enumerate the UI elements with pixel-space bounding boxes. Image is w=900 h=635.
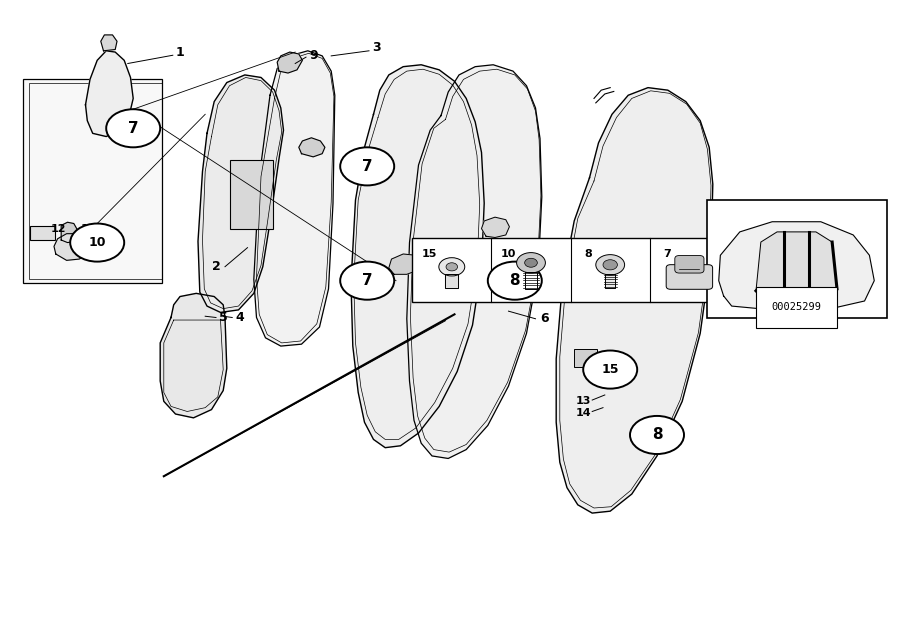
- Polygon shape: [446, 274, 458, 288]
- Polygon shape: [407, 65, 542, 458]
- Text: 5: 5: [219, 311, 228, 324]
- Polygon shape: [605, 274, 616, 288]
- Polygon shape: [54, 234, 90, 260]
- Circle shape: [488, 262, 542, 300]
- Circle shape: [70, 224, 124, 262]
- Polygon shape: [299, 138, 325, 157]
- Text: 7: 7: [663, 249, 671, 259]
- Circle shape: [340, 262, 394, 300]
- Polygon shape: [160, 293, 227, 418]
- Polygon shape: [351, 65, 484, 448]
- Polygon shape: [61, 222, 79, 243]
- Polygon shape: [389, 254, 423, 274]
- Bar: [706, 200, 886, 318]
- Text: 15: 15: [422, 249, 437, 259]
- Text: 13: 13: [575, 396, 591, 406]
- Text: 14: 14: [575, 408, 591, 418]
- FancyBboxPatch shape: [666, 265, 713, 290]
- Bar: [412, 238, 729, 302]
- Circle shape: [630, 416, 684, 454]
- Polygon shape: [719, 222, 874, 309]
- Polygon shape: [86, 51, 133, 137]
- Text: 2: 2: [212, 260, 220, 273]
- Text: 00025299: 00025299: [771, 302, 822, 312]
- Circle shape: [517, 253, 545, 273]
- Polygon shape: [277, 52, 302, 73]
- Circle shape: [583, 351, 637, 389]
- Circle shape: [603, 260, 617, 270]
- FancyBboxPatch shape: [675, 255, 704, 273]
- Text: 9: 9: [309, 50, 318, 62]
- Polygon shape: [756, 232, 837, 299]
- Polygon shape: [556, 88, 713, 513]
- Text: 8: 8: [652, 427, 662, 443]
- Polygon shape: [101, 35, 117, 51]
- Circle shape: [106, 109, 160, 147]
- Circle shape: [446, 263, 457, 271]
- Text: 7: 7: [362, 273, 373, 288]
- Text: 8: 8: [584, 249, 592, 259]
- Text: 1: 1: [176, 46, 184, 58]
- Text: 6: 6: [540, 312, 549, 325]
- Polygon shape: [254, 51, 335, 346]
- Polygon shape: [525, 272, 537, 289]
- Bar: [30, 226, 55, 240]
- Bar: [574, 349, 597, 367]
- Text: 10: 10: [501, 249, 517, 259]
- Circle shape: [340, 147, 394, 185]
- Text: 11: 11: [80, 224, 96, 234]
- Polygon shape: [198, 75, 284, 312]
- Bar: [230, 160, 273, 229]
- Text: 10: 10: [88, 236, 106, 249]
- Circle shape: [525, 258, 537, 267]
- Text: 7: 7: [362, 159, 373, 174]
- Circle shape: [439, 258, 464, 276]
- Text: 3: 3: [372, 41, 381, 54]
- Text: 8: 8: [509, 273, 520, 288]
- Circle shape: [596, 255, 625, 275]
- Polygon shape: [482, 217, 509, 237]
- Text: 12: 12: [50, 224, 67, 234]
- Bar: [22, 79, 162, 283]
- Text: 7: 7: [128, 121, 139, 136]
- Text: 4: 4: [235, 311, 244, 324]
- Text: 15: 15: [601, 363, 619, 376]
- Bar: [29, 83, 162, 279]
